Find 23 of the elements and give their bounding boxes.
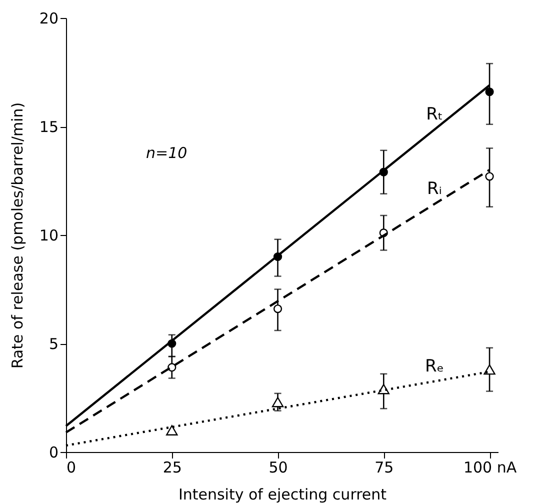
y-tick-label: 20 — [39, 10, 58, 28]
point — [484, 364, 496, 375]
series-label: Rₜ — [426, 104, 443, 125]
x-tick-label: 50 — [268, 458, 288, 476]
point — [272, 396, 284, 408]
x-tick-label: 0 — [66, 458, 76, 476]
point — [166, 425, 178, 436]
y-tick-label: 0 — [48, 444, 58, 462]
point — [485, 172, 494, 181]
x-tick-label: 25 — [162, 458, 182, 476]
point — [485, 87, 494, 96]
y-axis-title: Rate of release (pmoles/barrel/min) — [8, 102, 26, 369]
y-tick-label: 10 — [39, 226, 58, 244]
x-axis-title: Intensity of ejecting current — [178, 486, 387, 504]
x-tick-label: 100 nA — [463, 458, 518, 476]
x-tick-label: 75 — [374, 458, 394, 476]
annotation: n=10 — [146, 144, 188, 162]
y-tick-label: 5 — [48, 335, 58, 353]
series-label: Rₑ — [425, 356, 444, 376]
point — [168, 363, 176, 372]
y-tick-label: 15 — [39, 118, 58, 136]
series-label: Rᵢ — [427, 179, 442, 200]
point — [273, 304, 282, 314]
